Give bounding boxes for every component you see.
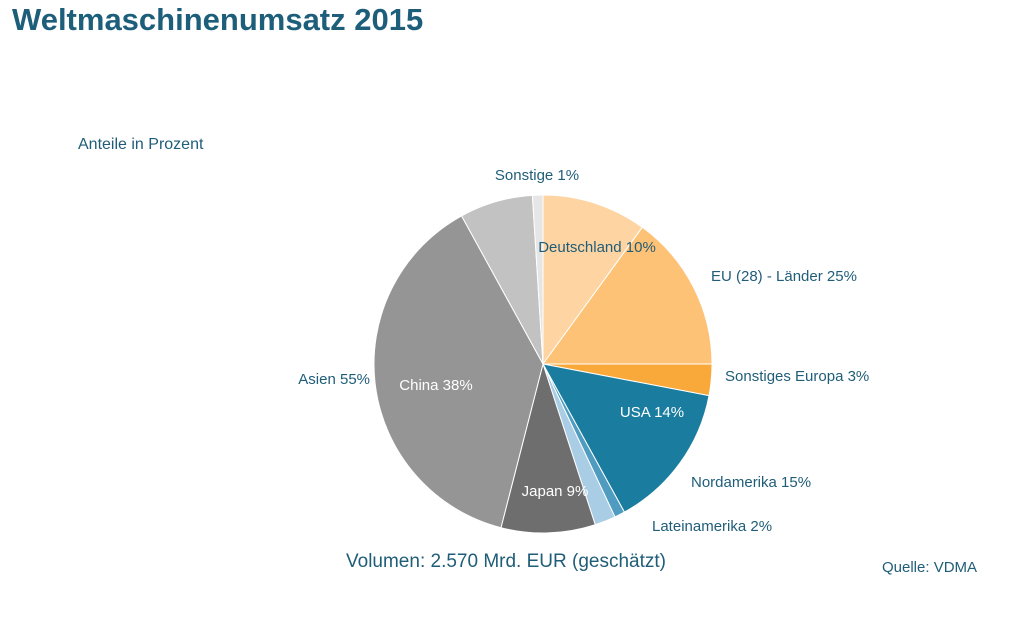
slice-label: Lateinamerika 2% bbox=[652, 518, 772, 535]
slice-label: EU (28) - Länder 25% bbox=[711, 268, 857, 285]
pie-slice bbox=[542, 226, 713, 365]
pie-slice bbox=[500, 362, 596, 534]
slice-label: Japan 9% bbox=[522, 483, 589, 500]
slice-label: Nordamerika 15% bbox=[691, 474, 811, 491]
chart-title: Weltmaschinenumsatz 2015 bbox=[12, 2, 424, 37]
slice-label: USA 14% bbox=[620, 404, 684, 421]
pie-slice bbox=[542, 363, 710, 513]
pie-slice bbox=[542, 194, 644, 366]
pie-slice bbox=[531, 194, 544, 365]
pie-slice bbox=[373, 215, 544, 529]
volume-note: Volumen: 2.570 Mrd. EUR (geschätzt) bbox=[346, 551, 666, 572]
source-note: Quelle: VDMA bbox=[882, 559, 978, 576]
slice-label: China 38% bbox=[399, 377, 472, 394]
slice-label: Asien 55% bbox=[298, 371, 370, 388]
slice-label: Sonstige 1% bbox=[495, 167, 579, 184]
slice-label: Sonstiges Europa 3% bbox=[725, 368, 869, 385]
slice-label: Deutschland 10% bbox=[538, 239, 656, 256]
chart-subtitle: Anteile in Prozent bbox=[78, 136, 204, 153]
